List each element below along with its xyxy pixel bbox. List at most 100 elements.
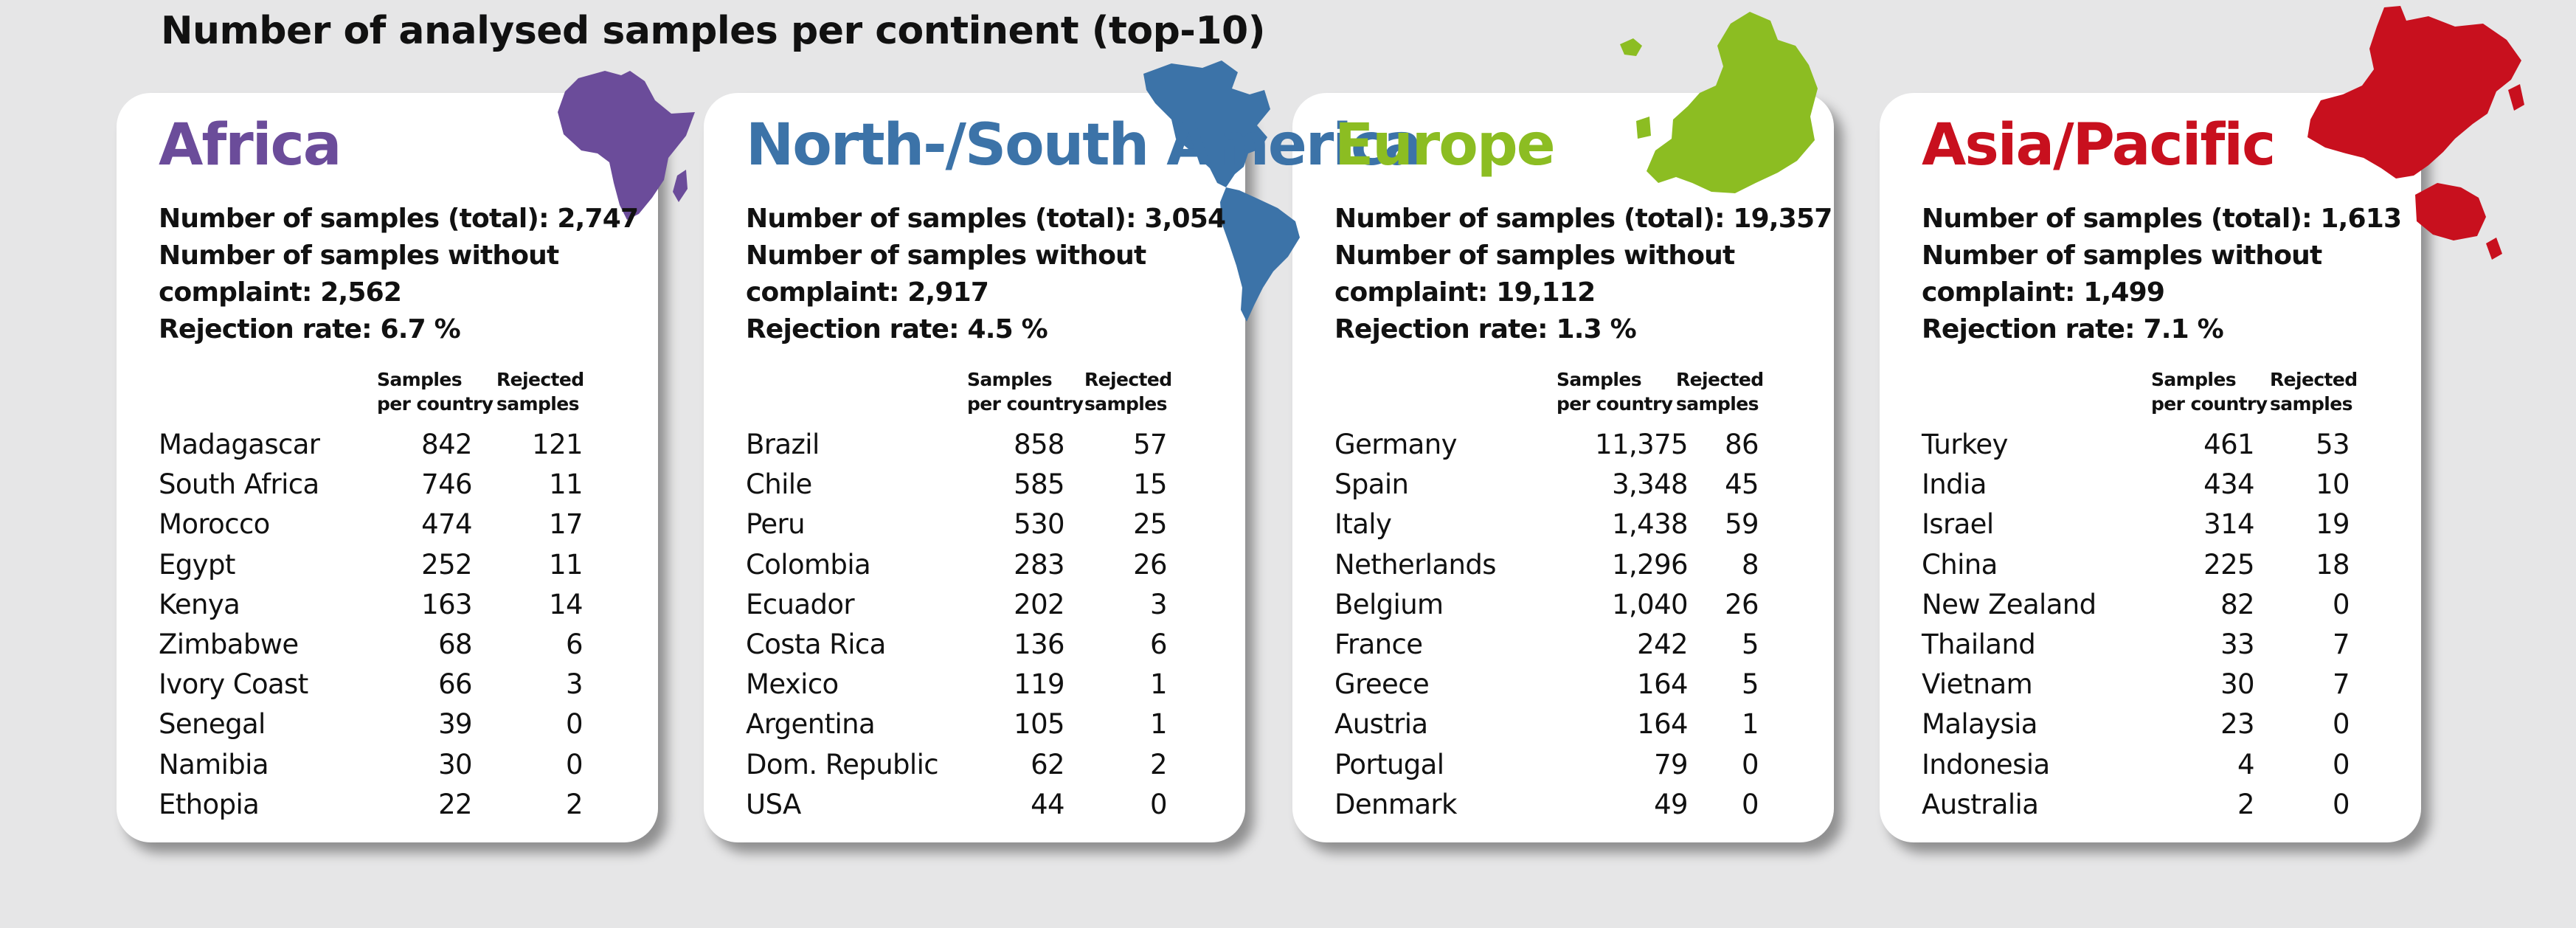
samples-count: 1,296 (1612, 548, 1689, 581)
table-row: Morocco 474 17 (159, 505, 616, 544)
rejected-count: 7 (2333, 668, 2350, 701)
table-row: Israel 314 19 (1922, 505, 2379, 544)
samples-count: 136 (1014, 628, 1064, 660)
region-stats: Number of samples (total): 2,747 Number … (159, 201, 639, 348)
samples-column-header: Samples per country (377, 367, 494, 416)
rejected-count: 59 (1725, 508, 1759, 541)
without-complaint-line1: Number of samples without (1922, 240, 2322, 271)
samples-count: 3,348 (1612, 468, 1689, 501)
table-row: Denmark 49 0 (1334, 785, 1792, 825)
samples-count: 49 (1654, 788, 1688, 820)
country-table: Madagascar 842 121 South Africa 746 11 Morocco… (159, 425, 616, 825)
rejected-count: 14 (549, 588, 583, 620)
country-name: Kenya (159, 588, 240, 620)
country-name: Belgium (1334, 588, 1444, 620)
country-name: Germany (1334, 429, 1457, 460)
rejected-count: 57 (1133, 429, 1167, 460)
samples-column-header: Samples per country (2151, 367, 2268, 416)
rejected-count: 0 (2333, 788, 2350, 820)
table-row: Netherlands 1,296 8 (1334, 545, 1792, 585)
samples-header-line1: Samples (377, 369, 463, 390)
samples-count: 82 (2220, 588, 2254, 620)
table-row: Chile 585 15 (746, 465, 1203, 505)
samples-count: 746 (421, 468, 472, 501)
rejected-count: 1 (1150, 708, 1168, 741)
country-name: Greece (1334, 668, 1430, 701)
country-name: Vietnam (1922, 668, 2033, 701)
samples-header-line1: Samples (2151, 369, 2237, 390)
rejection-rate: Rejection rate: 4.5 % (746, 314, 1048, 344)
country-name: Namibia (159, 748, 269, 780)
samples-header-line2: per country (967, 393, 1084, 415)
rejected-count: 8 (1742, 548, 1759, 581)
table-row: Brazil 858 57 (746, 425, 1203, 465)
country-name: Thailand (1922, 628, 2036, 660)
region-stats: Number of samples (total): 1,613 Number … (1922, 201, 2402, 348)
samples-count: 242 (1637, 628, 1688, 660)
samples-count: 474 (421, 508, 472, 541)
rejected-count: 0 (1150, 788, 1168, 820)
country-name: Brazil (746, 429, 820, 460)
country-name: France (1334, 628, 1423, 660)
without-complaint-line2: complaint: 19,112 (1334, 277, 1596, 308)
country-name: South Africa (159, 468, 319, 501)
table-row: Kenya 163 14 (159, 585, 616, 625)
rejection-rate: Rejection rate: 6.7 % (159, 314, 461, 344)
total-samples: Number of samples (total): 19,357 (1334, 204, 1832, 234)
samples-count: 163 (421, 588, 472, 620)
rejected-count: 11 (549, 548, 583, 581)
total-samples: Number of samples (total): 3,054 (746, 204, 1226, 234)
samples-count: 22 (438, 788, 472, 820)
rejected-count: 26 (1725, 588, 1759, 620)
table-row: China 225 18 (1922, 545, 2379, 585)
table-row: Belgium 1,040 26 (1334, 585, 1792, 625)
samples-count: 2 (2237, 788, 2255, 820)
table-row: France 242 5 (1334, 625, 1792, 665)
without-complaint-line1: Number of samples without (746, 240, 1146, 271)
samples-count: 66 (438, 668, 472, 701)
table-row: India 434 10 (1922, 465, 2379, 505)
rejected-header-line1: Rejected (496, 369, 584, 390)
country-name: Australia (1922, 788, 2039, 820)
rejected-count: 45 (1725, 468, 1759, 501)
samples-count: 44 (1031, 788, 1064, 820)
rejected-count: 2 (566, 788, 584, 820)
table-row: Spain 3,348 45 (1334, 465, 1792, 505)
rejected-count: 7 (2333, 628, 2350, 660)
table-row: Indonesia 4 0 (1922, 745, 2379, 785)
rejected-header-line2: samples (1676, 393, 1759, 415)
country-name: New Zealand (1922, 588, 2097, 620)
region-card-americas: North-/South America Number of samples (… (704, 60, 1422, 842)
region-stats: Number of samples (total): 19,357 Number… (1334, 201, 1832, 348)
rejected-count: 6 (566, 628, 584, 660)
samples-count: 68 (438, 628, 472, 660)
table-row: Vietnam 30 7 (1922, 665, 2379, 704)
country-name: Madagascar (159, 429, 320, 460)
table-row: Malaysia 23 0 (1922, 704, 2379, 744)
without-complaint-line1: Number of samples without (1334, 240, 1735, 271)
samples-header-line2: per country (2151, 393, 2268, 415)
rejected-count: 0 (2333, 588, 2350, 620)
table-row: Zimbabwe 68 6 (159, 625, 616, 665)
samples-count: 1,040 (1612, 588, 1689, 620)
asia-pacific-map-icon (2307, 6, 2524, 260)
rejected-count: 0 (1742, 788, 1759, 820)
country-name: USA (746, 788, 801, 820)
table-row: Germany 11,375 86 (1334, 425, 1792, 465)
rejected-count: 0 (1742, 748, 1759, 780)
country-name: Indonesia (1922, 748, 2050, 780)
country-name: Argentina (746, 708, 876, 741)
americas-map-icon (1143, 60, 1300, 322)
samples-count: 33 (2220, 628, 2254, 660)
table-row: Colombia 283 26 (746, 545, 1203, 585)
rejection-rate: Rejection rate: 1.3 % (1334, 314, 1637, 344)
rejected-count: 3 (566, 668, 584, 701)
samples-count: 434 (2203, 468, 2254, 501)
rejected-column-header: Rejected samples (496, 367, 584, 416)
country-name: Dom. Republic (746, 748, 939, 780)
rejected-header-line2: samples (2270, 393, 2353, 415)
samples-count: 79 (1654, 748, 1688, 780)
samples-header-line1: Samples (1557, 369, 1642, 390)
country-name: Malaysia (1922, 708, 2037, 741)
without-complaint-line2: complaint: 2,562 (159, 277, 402, 308)
